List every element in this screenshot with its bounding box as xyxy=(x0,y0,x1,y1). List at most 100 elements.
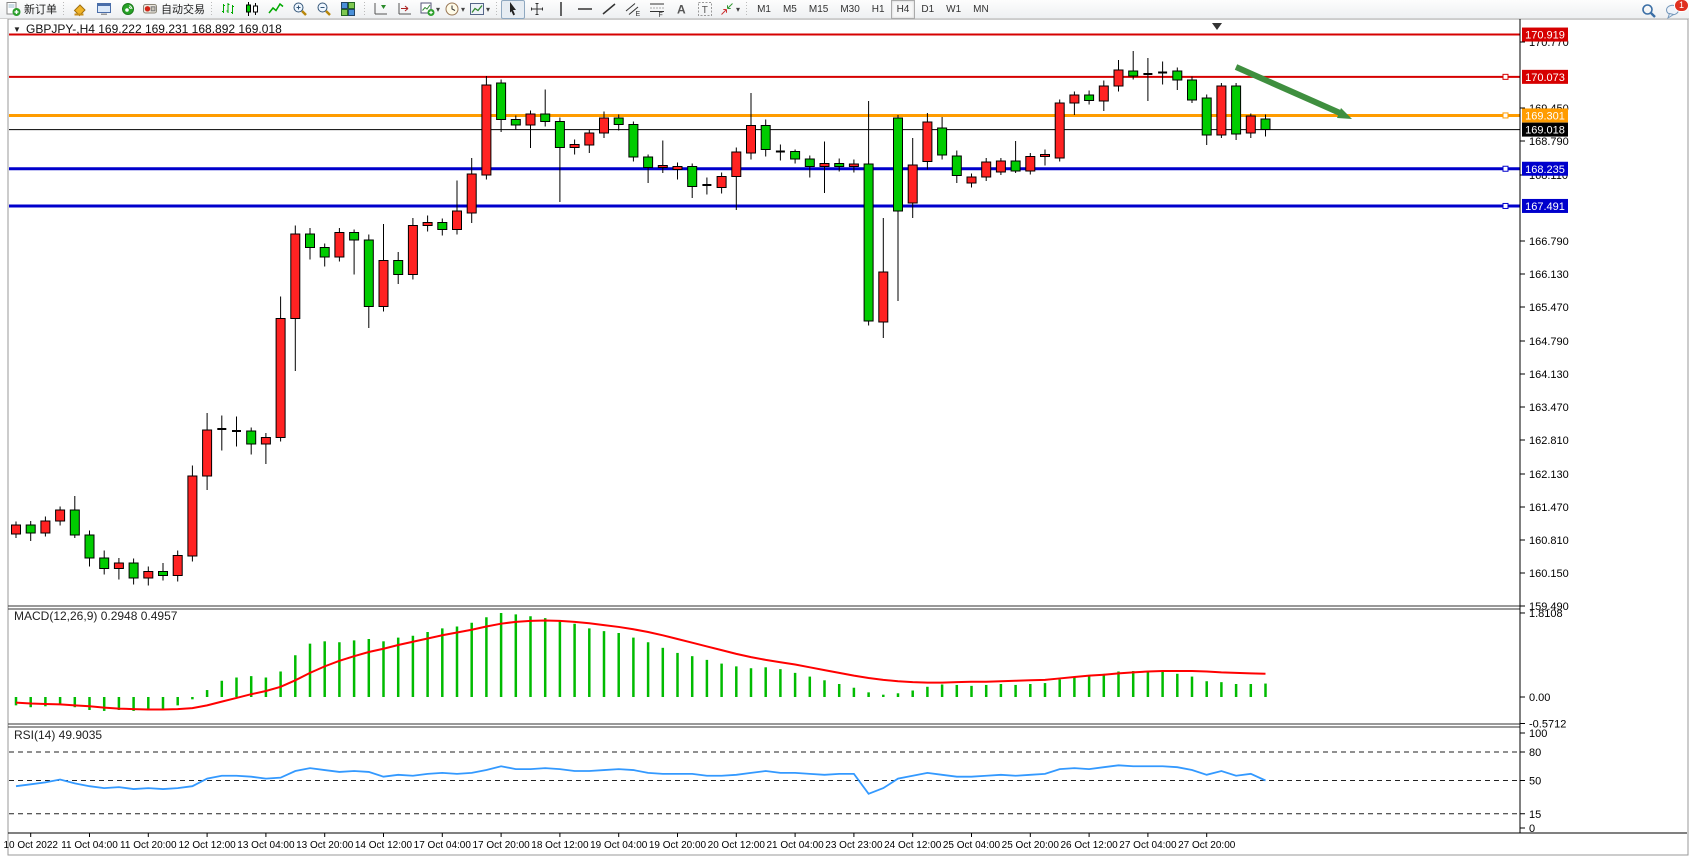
zoom-out-button[interactable] xyxy=(312,0,336,19)
price-badge-170.073 xyxy=(1522,69,1568,84)
price-badge-text: 169.018 xyxy=(1525,125,1565,137)
chart-shift-icon xyxy=(374,3,387,15)
new-chart-button[interactable]: ▾ xyxy=(417,0,442,19)
bullish-candle xyxy=(995,160,1006,173)
tile-windows-button[interactable] xyxy=(336,0,360,19)
timeframe-m30-button[interactable]: M30 xyxy=(840,3,860,15)
time-tick-label: 13 Oct 04:00 xyxy=(237,840,295,851)
chart-window: MACD(12,26,9) 0.2948 0.4957 RSI(14) 49.90… xyxy=(0,18,1689,856)
line-chart-button[interactable] xyxy=(264,0,288,19)
chart-shift-button[interactable] xyxy=(369,0,393,19)
auto-scroll-button[interactable] xyxy=(393,0,417,19)
price-badge-170.919 xyxy=(1522,27,1568,42)
price-tick-label: 165.470 xyxy=(1529,302,1569,314)
navigator-button[interactable] xyxy=(116,0,140,19)
arrows-icon xyxy=(721,3,733,15)
bullish-candle xyxy=(1098,85,1109,102)
timeframe-d1-button[interactable]: D1 xyxy=(921,3,935,15)
price-tick-label: 168.790 xyxy=(1529,136,1569,148)
macd-tick-label: 1.8108 xyxy=(1529,608,1563,620)
tile-windows-icon xyxy=(341,2,355,16)
chevron-down-icon: ▾ xyxy=(461,4,466,14)
bearish-candle xyxy=(613,117,624,125)
macd-signal-line xyxy=(15,619,1266,711)
time-tick-label: 21 Oct 04:00 xyxy=(766,840,824,851)
autotrading-button[interactable]: 自动交易 xyxy=(140,0,207,19)
bullish-candle xyxy=(819,163,830,167)
bullish-candle xyxy=(599,117,609,134)
price-tick-label: 164.130 xyxy=(1529,369,1569,381)
bullish-candle xyxy=(1216,85,1227,136)
bearish-candle xyxy=(1231,85,1242,135)
text-button[interactable]: A xyxy=(669,0,693,19)
time-tick-label: 14 Oct 12:00 xyxy=(355,840,413,851)
equidistant-channel-button[interactable]: E xyxy=(621,0,645,19)
timeframe-w1-button[interactable]: W1 xyxy=(946,3,962,15)
bearish-candle xyxy=(84,534,95,559)
toolbar-separator xyxy=(61,1,66,17)
vertical-line-button[interactable] xyxy=(549,0,573,19)
bullish-candle xyxy=(422,222,433,226)
periods-button[interactable]: ▾ xyxy=(442,0,467,19)
bullish-candle xyxy=(1113,69,1124,87)
timeframe-mn-button[interactable]: MN xyxy=(973,3,989,15)
bearish-candle xyxy=(393,260,404,275)
bearish-candle xyxy=(834,163,845,167)
timeframe-m15-button[interactable]: M15 xyxy=(808,3,829,15)
bars-chart-button[interactable] xyxy=(216,0,240,19)
timeframe-h1-button[interactable]: H1 xyxy=(871,3,885,15)
zoom-in-button[interactable] xyxy=(288,0,312,19)
new-order-button[interactable]: 新订单 xyxy=(3,0,59,19)
bearish-candle xyxy=(349,232,360,241)
bearish-candle xyxy=(643,156,654,168)
templates-button[interactable]: ▾ xyxy=(467,0,492,19)
bearish-candle xyxy=(540,113,551,122)
line-handle[interactable] xyxy=(1502,112,1509,119)
crosshair-button[interactable] xyxy=(525,0,549,19)
candlestick-chart-button[interactable] xyxy=(240,0,264,19)
line-handle[interactable] xyxy=(1502,202,1509,209)
bullish-candle xyxy=(275,318,286,438)
data-window-button[interactable] xyxy=(92,0,116,19)
bearish-candle xyxy=(1128,70,1139,77)
text-label-button[interactable]: T xyxy=(693,0,717,19)
bullish-candle xyxy=(1245,115,1256,134)
bullish-candle xyxy=(187,475,198,557)
fibonacci-button[interactable]: F xyxy=(645,0,669,19)
bearish-candle xyxy=(246,430,257,445)
autotrading-icon xyxy=(143,4,157,14)
trend-arrow-annotation[interactable] xyxy=(1234,64,1352,119)
rsi-label: RSI(14) 49.9035 xyxy=(14,728,102,742)
notifications-button[interactable]: 1 xyxy=(1661,0,1689,20)
market-watch-button[interactable] xyxy=(68,0,92,19)
chart-shift-marker[interactable] xyxy=(1212,23,1222,30)
arrows-button[interactable]: ▾ xyxy=(717,0,742,19)
bearish-candle xyxy=(437,222,448,230)
line-handle[interactable] xyxy=(1502,165,1509,172)
line-chart-icon xyxy=(268,2,284,14)
channel-icon: E xyxy=(625,3,641,17)
bearish-candle xyxy=(760,125,771,150)
timeframe-m5-button[interactable]: M5 xyxy=(782,3,797,15)
bearish-candle xyxy=(319,247,330,258)
bearish-candle xyxy=(99,557,110,569)
bullish-candle xyxy=(334,232,345,258)
trendline-button[interactable] xyxy=(597,0,621,19)
macd-tick-label: -0.5712 xyxy=(1529,719,1566,731)
cursor-button[interactable] xyxy=(501,0,526,19)
rsi-tick-label: 15 xyxy=(1529,809,1541,821)
bearish-candle xyxy=(790,151,801,160)
collapse-triangle-icon[interactable]: ▼ xyxy=(13,25,21,34)
rsi-tick-label: 50 xyxy=(1529,776,1541,788)
horizontal-line-button[interactable] xyxy=(573,0,597,19)
time-tick-label: 18 Oct 12:00 xyxy=(531,840,589,851)
svg-text:A: A xyxy=(677,3,686,17)
price-badge-167.491 xyxy=(1522,198,1568,213)
timeframe-m1-button[interactable]: M1 xyxy=(757,3,771,15)
timeframe-h4-button[interactable]: H4 xyxy=(890,0,916,19)
search-button[interactable] xyxy=(1637,1,1661,20)
line-handle[interactable] xyxy=(1502,73,1509,80)
rsi-tick-label: 0 xyxy=(1529,823,1535,835)
time-tick-label: 11 Oct 20:00 xyxy=(120,840,177,851)
price-badge-text: 170.073 xyxy=(1525,72,1565,84)
